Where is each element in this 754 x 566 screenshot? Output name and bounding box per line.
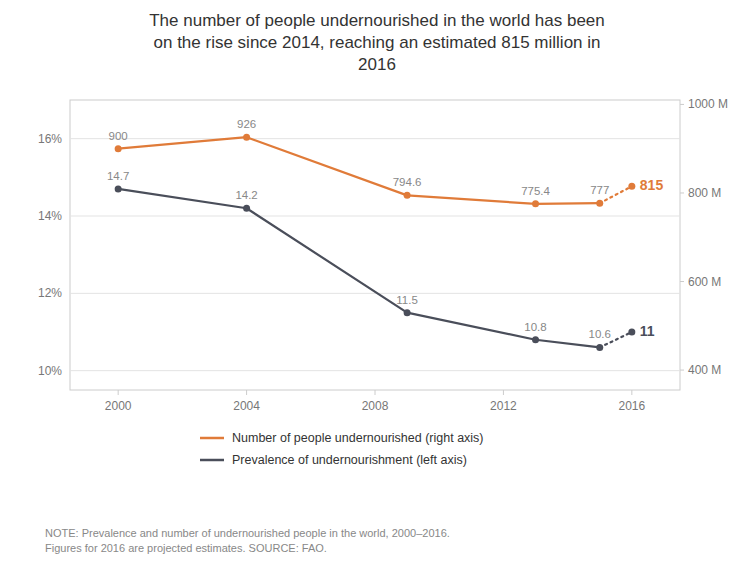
y-tick-label: 10%	[38, 364, 62, 378]
data-label: 10.8	[524, 321, 546, 333]
y2-tick-label: 800 M	[688, 186, 721, 200]
x-tick-label: 2012	[490, 399, 517, 413]
plot-area	[115, 134, 636, 351]
data-label: 926	[237, 118, 256, 130]
x-tick-label: 2008	[362, 399, 389, 413]
point	[596, 344, 603, 351]
y-tick-label: 16%	[38, 132, 62, 146]
note-line: Figures for 2016 are projected estimates…	[45, 542, 327, 554]
grid-line	[70, 138, 680, 139]
title-line: on the rise since 2014, reaching an esti…	[154, 33, 601, 52]
data-label: 11	[640, 323, 655, 339]
plot-frame	[70, 100, 680, 390]
point	[243, 134, 250, 141]
title: The number of people undernourished in t…	[149, 11, 605, 74]
data-label: 775.4	[521, 185, 550, 197]
point	[404, 192, 411, 199]
data-labels: 900 926 794.6 775.4 777 815 14.7 14.2 11.5 10.8 10…	[107, 118, 663, 340]
y2-tick-label: 1000 M	[688, 97, 728, 111]
x-tick-label: 2000	[105, 399, 132, 413]
point	[115, 145, 122, 152]
chart: The number of people undernourished in t…	[0, 0, 754, 566]
grid-line	[70, 370, 680, 371]
point	[404, 309, 411, 316]
y2-tick-label: 400 M	[688, 363, 721, 377]
x-tick	[118, 390, 119, 395]
point	[115, 185, 122, 192]
legend: Number of people undernourished (right a…	[200, 431, 484, 467]
point	[628, 329, 635, 336]
y-tick-label: 12%	[38, 286, 62, 300]
data-label: 11.5	[396, 294, 418, 306]
data-label: 777	[590, 184, 609, 196]
y2-tick	[680, 192, 684, 193]
title-line: 2016	[358, 55, 396, 74]
x-tick-label: 2016	[618, 399, 645, 413]
line	[118, 137, 600, 204]
grid-line	[70, 216, 680, 217]
y2-tick	[680, 281, 684, 282]
note-line: NOTE: Prevalence and number of undernour…	[45, 527, 450, 539]
data-label: 900	[109, 130, 128, 142]
data-label: 10.6	[589, 328, 611, 340]
title-line: The number of people undernourished in t…	[149, 11, 605, 30]
x-tick	[503, 390, 504, 395]
x-tick-label: 2004	[233, 399, 260, 413]
legend-label: Prevalence of undernourishment (left axi…	[232, 453, 467, 467]
point	[243, 205, 250, 212]
data-label: 14.2	[235, 189, 257, 201]
x-tick	[631, 390, 632, 395]
point	[532, 200, 539, 207]
line	[118, 189, 600, 348]
data-label: 14.7	[107, 170, 129, 182]
data-label: 794.6	[393, 176, 422, 188]
x-tick	[375, 390, 376, 395]
legend-swatch	[200, 459, 224, 462]
point	[596, 200, 603, 207]
legend-label: Number of people undernourished (right a…	[232, 431, 484, 445]
x-tick	[246, 390, 247, 395]
note: NOTE: Prevalence and number of undernour…	[45, 527, 450, 554]
data-label: 815	[640, 177, 664, 193]
y2-tick-label: 600 M	[688, 275, 721, 289]
point	[532, 336, 539, 343]
y2-tick	[680, 104, 684, 105]
legend-swatch	[200, 437, 224, 440]
y2-tick	[680, 370, 684, 371]
y-tick-label: 14%	[38, 209, 62, 223]
point	[628, 183, 635, 190]
